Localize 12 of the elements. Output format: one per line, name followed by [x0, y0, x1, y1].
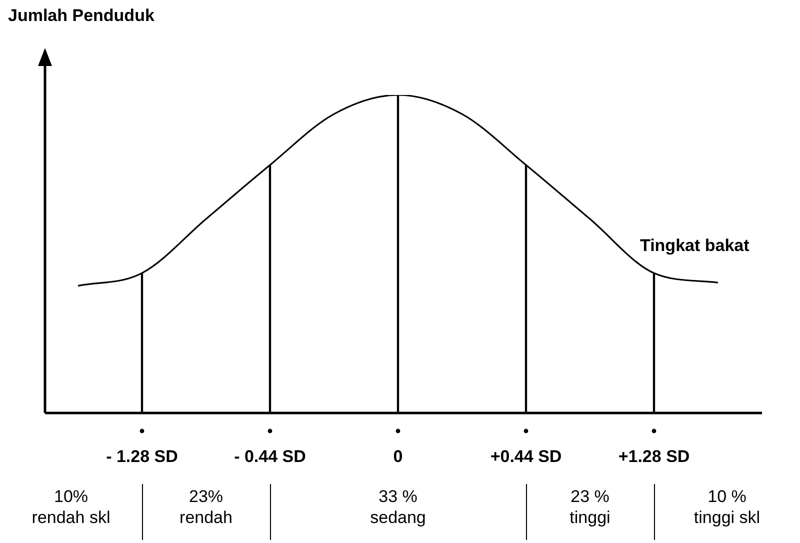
text: 10% rendah skl — [30, 486, 112, 528]
text: 10 % tinggi skl — [692, 486, 762, 528]
x-tick-label: 0 — [393, 446, 403, 466]
x-tick-label: +0.44 SD — [490, 446, 562, 466]
x-tick-label: - 0.44 SD — [234, 446, 306, 466]
text: 23 % tinggi — [568, 486, 612, 528]
text: 33 % sedang — [369, 486, 427, 528]
text: 23% rendah — [178, 486, 234, 528]
x-axis-title: Tingkat bakat — [640, 236, 750, 256]
x-tick-label: - 1.28 SD — [106, 446, 178, 466]
y-axis-title: Jumlah Penduduk — [8, 6, 154, 26]
x-tick-label: +1.28 SD — [618, 446, 690, 466]
